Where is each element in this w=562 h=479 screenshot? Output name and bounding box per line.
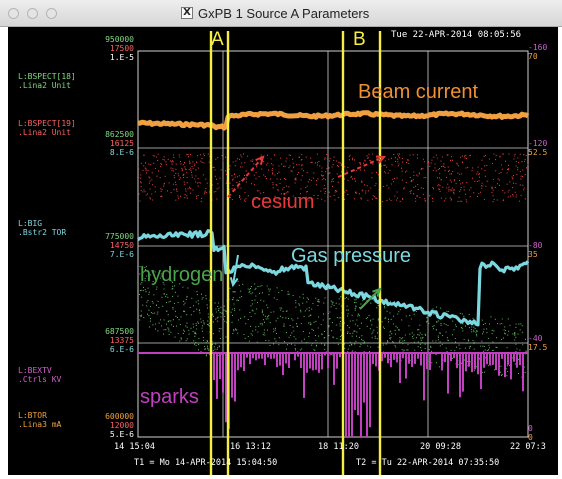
channel-sub: .Lina3 mA [18,420,62,429]
axis-value: 13375 [109,336,134,345]
arrow-hydrogen-b-head [372,287,382,297]
axis-value: 17.5 [528,343,548,352]
annotation-gas-pressure: Gas pressure [291,245,412,267]
channel-label-bspect19: L:BSPECT[19] .Lina2 Unit [18,119,76,137]
axis-value: 8.E-6 [109,148,134,157]
x-tick-label: 18 11:20 [318,442,359,452]
x-tick-label: 16 13:12 [230,442,271,452]
plot-area[interactable]: Tue 22-APR-2014 08:05:56 L:BSPECT[18] .L… [8,27,558,475]
channel-name: L:BEXTV [18,366,52,375]
channel-name: L:BSPECT[18] [18,72,76,81]
channel-sub: .Lina2 Unit [18,128,71,137]
arrow-cesium-a-head [255,155,265,165]
channel-sub: .Bstr2 TOR [18,228,67,237]
right-axis-mid3: -40 17.5 [528,334,547,352]
x-tick-label: 14 15:04 [114,442,155,452]
channel-label-btor: L:BTOR .Lina3 mA [18,411,61,429]
close-button[interactable] [8,8,19,19]
annotation-hydrogen: hydrogen [140,264,224,286]
axis-value: 35 [528,250,538,259]
axis-value: 17500 [109,44,134,53]
axis-value: -120 [528,139,548,148]
axis-value: 12000 [109,421,134,430]
x11-icon: X [181,7,193,19]
axis-value: 775000 [105,232,134,241]
arrow-hydrogen-b [359,288,381,310]
annotation-sparks: sparks [140,386,199,408]
axis-value: 0 [528,433,533,442]
axis-value: 52.5 [528,148,548,157]
right-axis-top: -160 70 [528,43,547,61]
left-axis-mid3: 687500 13375 6.E-6 [72,327,134,354]
left-axis-top: 950000 17500 1.E-5 [72,35,134,62]
axis-value: -160 [528,43,548,52]
plot-canvas [137,31,530,475]
trace-cesium [138,153,529,203]
axis-value: 5.E-6 [109,430,134,439]
minimize-button[interactable] [27,8,38,19]
channel-label-bextv: L:BEXTV .Ctrls KV [18,366,61,384]
x-tick-label: 22 07:3 [510,442,546,452]
x-tick-label: 20 09:28 [420,442,461,452]
left-axis-bottom: 600000 12000 5.E-6 [72,412,134,439]
right-axis-mid2: -80 35 [528,241,542,259]
time-range-t2: T2 = Tu 22-APR-2014 07:35:50 [356,458,500,468]
left-axis-mid2: 775000 14750 7.E-6 [72,232,134,259]
trace-beam-current [137,110,530,131]
axis-value: 950000 [105,35,134,44]
axis-value: 0 [528,424,533,433]
title-bar[interactable]: X GxPB 1 Source A Parameters [0,0,562,27]
time-range-t1: T1 = Mo 14-APR-2014 15:04:50 [134,458,278,468]
axis-value: 14750 [109,241,134,250]
trace-gas-pressure [137,229,530,327]
annotation-beam-current: Beam current [358,81,479,103]
axis-value: -80 [528,241,543,250]
arrow-cesium-a [227,156,264,198]
arrow-gas-a [232,254,239,286]
channel-sub: .Ctrls KV [18,375,62,384]
marker-label-b: B [353,29,366,50]
channel-label-bspect18: L:BSPECT[18] .Lina2 Unit [18,72,76,90]
axis-value: 687500 [105,327,134,336]
zoom-button[interactable] [46,8,57,19]
axis-value: 862500 [105,130,134,139]
axis-value: 7.E-6 [109,250,134,259]
channel-name: L:BTOR [18,411,47,420]
axis-value: 16125 [109,139,134,148]
arrow-cesium-b-head [375,155,387,164]
channel-label-big: L:BIG .Bstr2 TOR [18,219,66,237]
right-axis-mid1: -120 52.5 [528,139,547,157]
channel-sub: .Lina2 Unit [18,81,71,90]
channel-name: L:BIG [18,219,43,228]
axis-value: 70 [528,52,538,61]
arrow-gas-a-head [229,277,239,288]
annotation-cesium: cesium [251,191,315,213]
axis-value: 6.E-6 [109,345,134,354]
axis-value: 1.E-5 [109,53,134,62]
right-axis-bottom: 0 0 [528,424,533,442]
axis-value: 600000 [105,412,134,421]
marker-label-a: A [211,29,224,50]
axis-value: -40 [528,334,543,343]
left-axis-mid1: 862500 16125 8.E-6 [72,130,134,157]
arrow-cesium-b [337,156,385,178]
channel-name: L:BSPECT[19] [18,119,76,128]
window-title: GxPB 1 Source A Parameters [198,6,370,21]
current-datetime: Tue 22-APR-2014 08:05:56 [391,30,522,40]
